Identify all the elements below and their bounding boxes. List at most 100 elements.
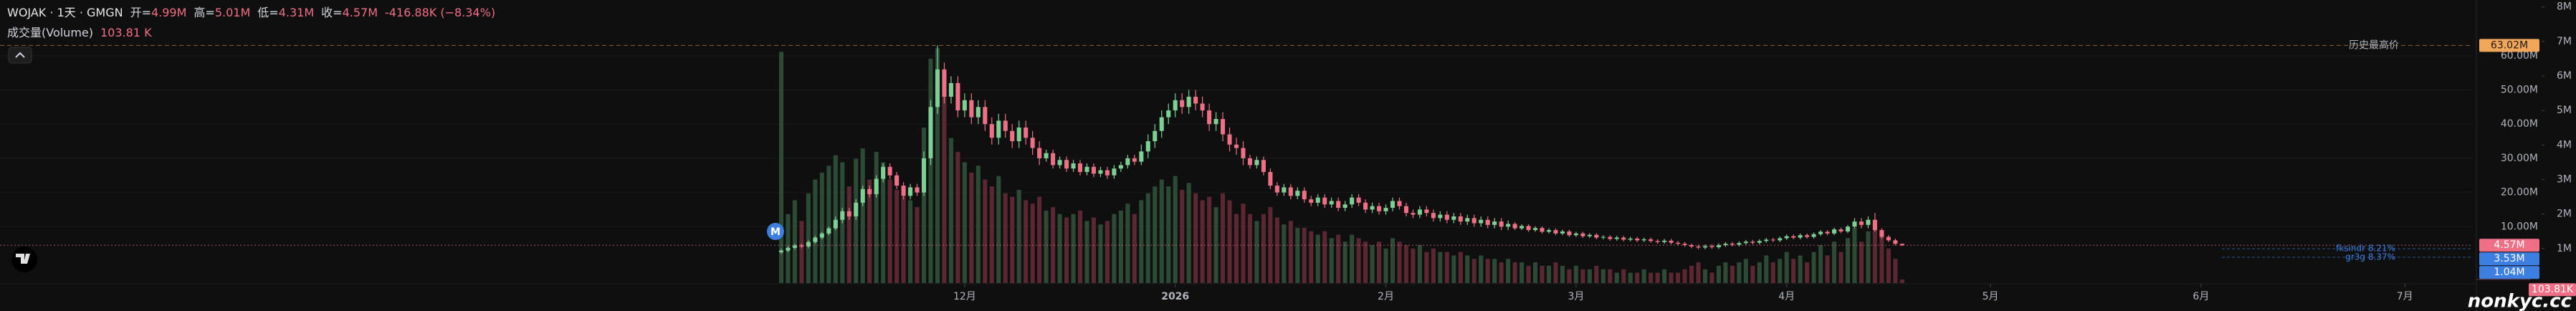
volume-bar: [1601, 269, 1606, 283]
y-tick-label: 50.00M: [2501, 84, 2538, 95]
y2-tick-label: 5M: [2557, 105, 2572, 116]
volume-bar: [1587, 269, 1592, 283]
candle-body: [1057, 160, 1062, 166]
volume-bar: [1241, 204, 1246, 283]
volume-bar: [1832, 241, 1837, 283]
candle-body: [1479, 219, 1484, 224]
volume-bar: [1580, 269, 1585, 283]
candle-body: [1417, 209, 1422, 215]
volume-bar: [1471, 259, 1477, 283]
candle-body: [1709, 246, 1714, 247]
volume-bar: [1234, 214, 1239, 283]
candle-body: [860, 188, 865, 203]
y2-tick-label: 8M: [2557, 1, 2572, 13]
volume-bar: [1030, 204, 1035, 283]
volume-bar: [1649, 272, 1654, 283]
candle-body: [1533, 228, 1538, 231]
ohlc-value: 4.57M: [343, 6, 378, 19]
candle-body: [901, 186, 906, 196]
annotation-value: 3.53M: [2494, 253, 2524, 264]
volume-bar: [1016, 189, 1021, 283]
candle-body: [1492, 221, 1497, 225]
volume-bar: [1655, 272, 1660, 283]
candle-body: [1723, 244, 1728, 246]
volume-bar: [915, 207, 920, 283]
ath-label: 历史最高价: [2349, 39, 2399, 51]
collapse-button[interactable]: [8, 47, 32, 64]
volume-bar: [1370, 245, 1375, 283]
candle-body: [1234, 144, 1239, 148]
volume-bar: [1676, 272, 1681, 283]
volume-bar: [1764, 255, 1769, 283]
candle-body: [887, 166, 892, 176]
chevron-icon[interactable]: [15, 52, 25, 58]
candle-body: [1153, 130, 1158, 142]
candle-body: [1091, 166, 1096, 174]
candle-body: [813, 237, 818, 242]
candle-body: [1580, 233, 1585, 236]
volume-bar: [1356, 238, 1361, 283]
tv-logo[interactable]: [11, 247, 37, 272]
candle-body: [1811, 234, 1816, 237]
candle-body: [826, 228, 831, 234]
ohlc-value: 4.31M: [279, 6, 314, 19]
volume-bar: [1594, 265, 1599, 283]
logo-mark[interactable]: [16, 254, 30, 264]
y2-tick-label: 7M: [2557, 36, 2572, 47]
annotation-box: [2479, 252, 2539, 266]
candle-body: [1805, 235, 1810, 237]
volume-bar: [1037, 196, 1042, 283]
volume-bar: [846, 186, 851, 283]
volume-bar: [826, 166, 831, 283]
volume-bar: [1709, 272, 1714, 283]
candle-body: [1689, 245, 1694, 247]
candle-body: [1383, 208, 1388, 211]
candle-body: [1180, 100, 1185, 107]
candle-body: [1635, 238, 1640, 241]
candle-body: [1716, 245, 1721, 247]
candle-body: [1764, 239, 1769, 241]
event-marker-label: M: [771, 226, 781, 238]
symbol-legend: WOJAK · 1天 · GMGN 开=4.99M 高=5.01M 低=4.31M 收=…: [7, 6, 495, 19]
volume-bar: [887, 179, 892, 283]
volume-bar: [1274, 217, 1279, 283]
candle-body: [962, 100, 967, 111]
volume-bar: [792, 200, 797, 283]
volume-bar: [1098, 224, 1103, 283]
candle-body: [1247, 158, 1252, 166]
volume-bar: [778, 52, 784, 283]
volume-bar: [1546, 265, 1552, 283]
volume-value: 103.81 K: [100, 26, 152, 39]
volume-bar: [1329, 238, 1334, 283]
candle-body: [1553, 230, 1558, 234]
annotation-label: fksindr 8.21%: [2336, 244, 2395, 254]
volume-bar: [881, 162, 886, 283]
volume-bar: [962, 162, 967, 283]
collapse-button-bg[interactable]: [8, 47, 32, 64]
volume-bar: [1553, 262, 1558, 283]
candle-body: [1037, 148, 1042, 158]
candle-body: [1071, 163, 1076, 169]
volume-bar: [1893, 259, 1898, 283]
volume-legend: 成交量(Volume) 103.81 K: [7, 26, 152, 39]
volume-bar: [1818, 245, 1823, 283]
candle-body: [1465, 218, 1470, 222]
ath-value: 63.02M: [2491, 39, 2528, 51]
candle-body: [1295, 191, 1300, 196]
volume-bar: [1621, 269, 1626, 283]
candle-body: [1540, 228, 1545, 232]
volume-bar: [1540, 265, 1545, 283]
volume-bar: [1139, 200, 1144, 283]
volume-bar: [1424, 252, 1429, 283]
volume-bar: [1662, 269, 1667, 283]
volume-bar: [1173, 176, 1178, 283]
volume-bar: [1485, 259, 1490, 283]
volume-bar: [1377, 241, 1382, 283]
volume-bar: [942, 96, 947, 283]
candle-body: [1125, 158, 1130, 166]
volume-bar: [1288, 221, 1293, 283]
candle-body: [1016, 127, 1021, 142]
candle-body: [1845, 226, 1851, 231]
y2-tick-label: 4M: [2557, 139, 2572, 150]
volume-bar: [1431, 248, 1436, 283]
